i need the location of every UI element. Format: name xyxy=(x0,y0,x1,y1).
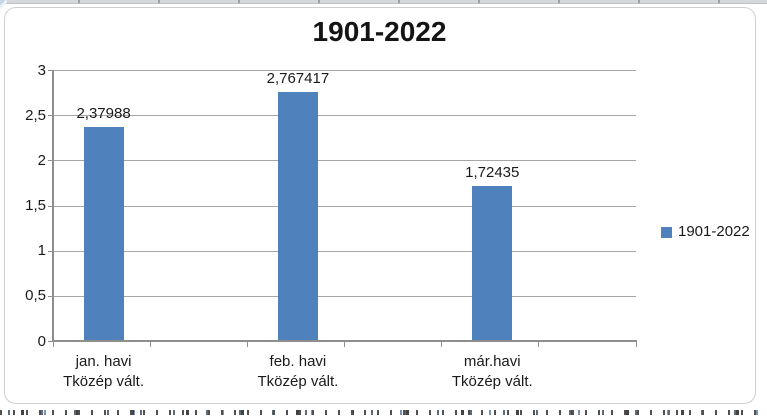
bar-value-label: 2,37988 xyxy=(76,104,131,122)
y-axis-line xyxy=(52,70,54,342)
gridline xyxy=(53,115,636,117)
y-axis-tick xyxy=(48,115,53,117)
y-axis-tick xyxy=(48,70,53,71)
bar[interactable] xyxy=(472,185,513,340)
bar-value-label: 1,72435 xyxy=(465,163,520,181)
gridline xyxy=(53,250,636,252)
x-axis-tick xyxy=(149,342,151,347)
legend-label: 1901-2022 xyxy=(678,223,750,240)
legend[interactable]: 1901-2022 xyxy=(661,223,750,241)
y-tick-label: 0 xyxy=(37,332,46,350)
y-tick-label: 0,5 xyxy=(25,287,46,305)
y-tick-label: 3 xyxy=(37,61,46,79)
y-axis-tick xyxy=(48,205,53,207)
chart-title[interactable]: 1901-2022 xyxy=(312,16,447,47)
gridline xyxy=(53,160,636,162)
y-axis-tick xyxy=(48,250,53,252)
y-axis-tick xyxy=(48,160,53,162)
x-axis-tick xyxy=(52,342,54,347)
y-axis-tick xyxy=(48,295,53,297)
category-label: feb. havi Tközép vált. xyxy=(257,353,339,390)
category-label: már.havi Tközép vált. xyxy=(451,353,533,390)
x-axis-tick xyxy=(246,342,248,347)
gridline xyxy=(53,70,636,71)
y-tick-label: 1 xyxy=(37,242,46,260)
clipped-spreadsheet-text xyxy=(0,410,767,415)
x-axis-line xyxy=(52,340,637,342)
x-axis-tick xyxy=(635,342,637,347)
excel-corner-mark xyxy=(0,0,7,12)
y-tick-label: 2 xyxy=(37,151,46,169)
gridline xyxy=(53,295,636,297)
bar-value-label: 2,767417 xyxy=(266,69,330,87)
bar[interactable] xyxy=(277,91,318,340)
y-axis-tick xyxy=(48,341,53,342)
legend-swatch-icon xyxy=(661,226,672,238)
y-tick-label: 2,5 xyxy=(25,106,46,124)
x-axis-tick xyxy=(538,342,540,347)
gridline xyxy=(53,205,636,207)
x-axis-tick xyxy=(344,342,345,347)
category-label: jan. havi Tközép vált. xyxy=(63,353,145,390)
y-tick-label: 1,5 xyxy=(25,197,46,214)
bar[interactable] xyxy=(83,126,124,340)
excel-row-border xyxy=(0,0,767,4)
x-axis-tick xyxy=(441,342,443,347)
